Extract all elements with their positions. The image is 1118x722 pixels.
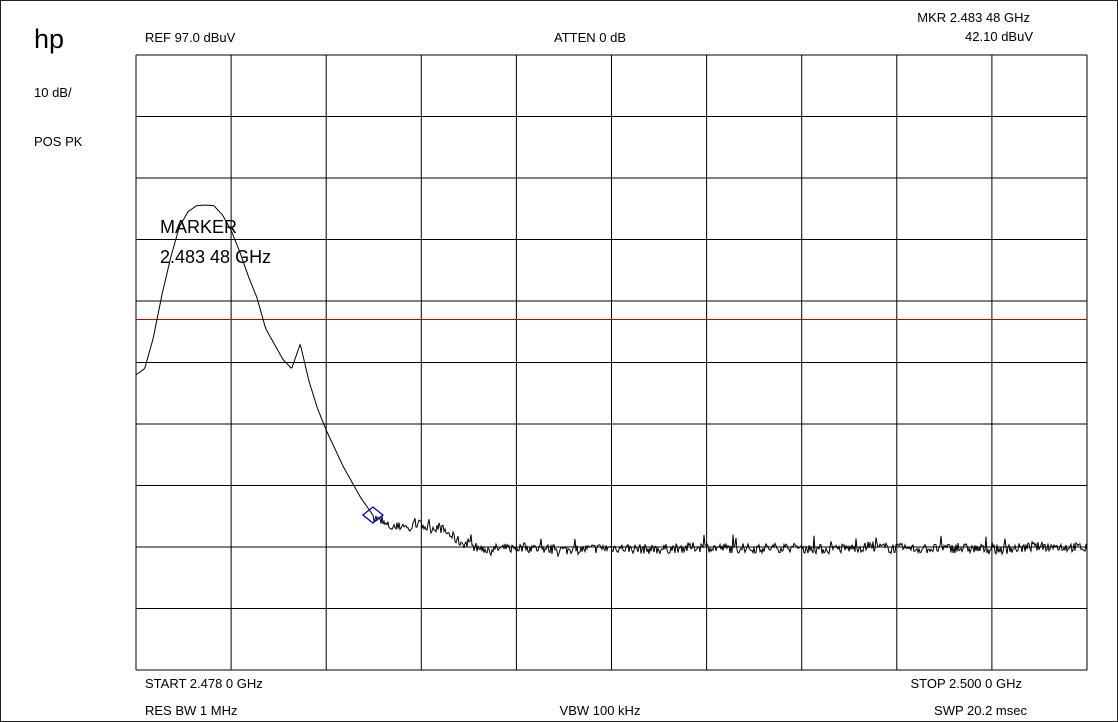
scale-label: 10 dB/	[34, 85, 72, 100]
spectrum-trace	[135, 204, 1088, 558]
attenuation-label: ATTEN 0 dB	[553, 30, 626, 45]
detector-mode-label: POS PK	[34, 134, 83, 149]
marker-frequency-readout: MKR 2.483 48 GHz	[917, 10, 1030, 25]
marker-diamond-icon	[361, 506, 384, 524]
graticule	[135, 54, 1088, 671]
video-bandwidth-label: VBW 100 kHz	[559, 703, 641, 718]
hp-logo: hp	[34, 24, 65, 54]
resolution-bandwidth-label: RES BW 1 MHz	[145, 703, 238, 718]
marker-annotation-label: MARKER	[160, 217, 237, 237]
marker-annotation-frequency: 2.483 48 GHz	[160, 247, 271, 267]
stop-frequency-label: STOP 2.500 0 GHz	[910, 676, 1022, 691]
marker-amplitude-readout: 42.10 dBuV	[965, 29, 1033, 44]
sweep-time-label: SWP 20.2 msec	[934, 703, 1027, 718]
start-frequency-label: START 2.478 0 GHz	[145, 676, 263, 691]
ref-level-label: REF 97.0 dBuV	[145, 30, 236, 45]
